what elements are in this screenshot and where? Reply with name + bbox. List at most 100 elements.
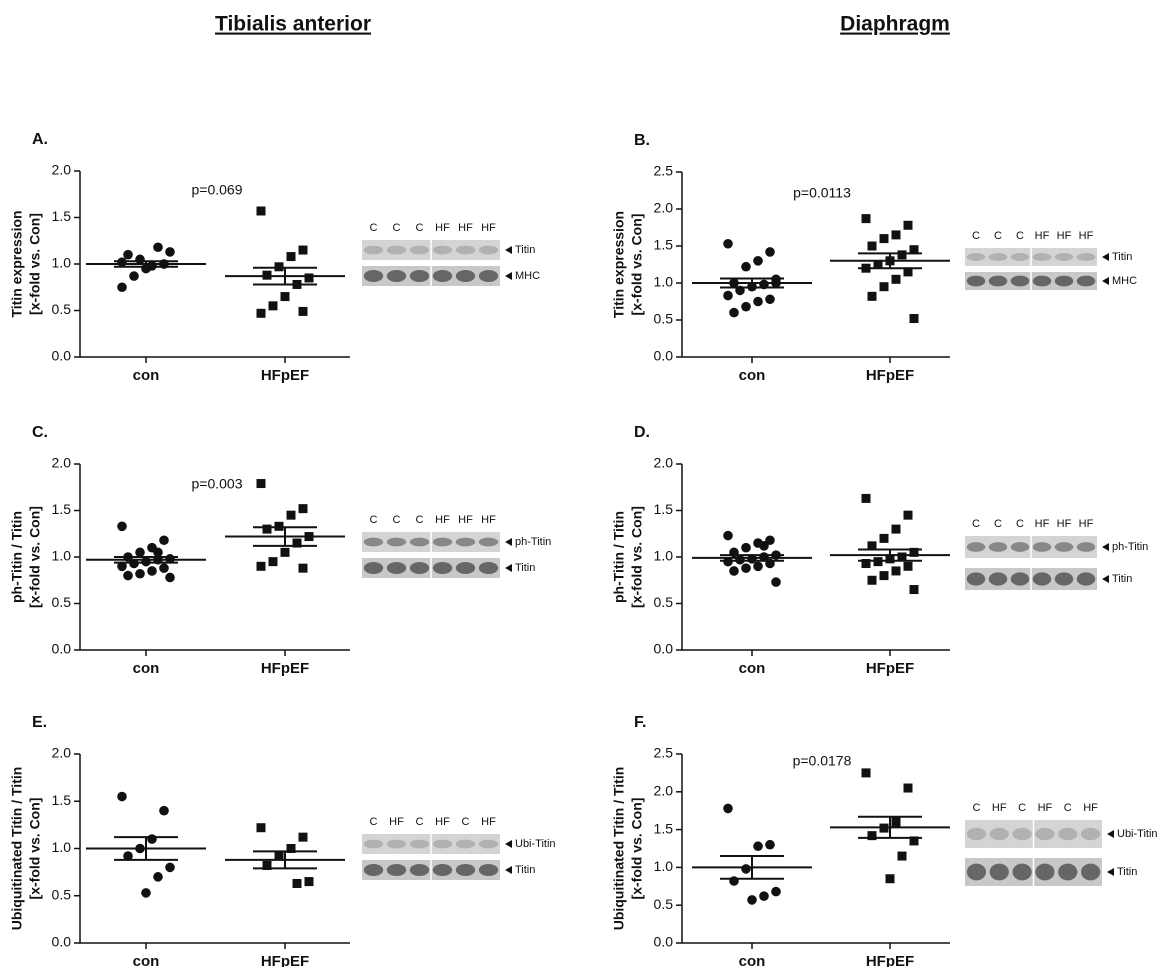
y-tick-label: 0.0: [52, 348, 72, 364]
data-point: [880, 571, 889, 580]
blot-band: [1081, 864, 1100, 881]
lane-label: C: [393, 222, 401, 234]
y-tick-label: 1.0: [52, 255, 72, 271]
data-point: [153, 548, 163, 558]
band-arrow: [1107, 830, 1114, 838]
blot-band: [410, 864, 429, 876]
blot-band: [1012, 828, 1031, 840]
lane-label: HF: [1079, 230, 1094, 242]
blot-band: [990, 864, 1009, 881]
band-arrow: [505, 272, 512, 280]
data-point: [299, 504, 308, 513]
y-tick-label: 1.5: [52, 208, 72, 224]
data-point: [257, 479, 266, 488]
blot-band: [1055, 572, 1073, 585]
lane-label: HF: [1079, 518, 1094, 530]
lane-label: HF: [435, 222, 450, 234]
data-point: [281, 292, 290, 301]
blot-band: [433, 538, 452, 547]
blot-band: [433, 562, 452, 574]
data-point: [753, 256, 763, 266]
data-point: [747, 895, 757, 905]
data-point: [153, 872, 163, 882]
lane-label: C: [972, 802, 980, 814]
blot-band: [387, 864, 406, 876]
band-arrow: [1107, 868, 1114, 876]
data-point: [868, 576, 877, 585]
blot-band: [433, 840, 452, 849]
band-arrow: [505, 538, 512, 546]
blot-band: [479, 538, 498, 547]
lane-label: C: [370, 816, 378, 828]
blot-band: [1077, 253, 1095, 261]
blot-band: [433, 270, 452, 282]
y-tick-label: 0.5: [52, 301, 72, 317]
lane-label: HF: [992, 802, 1007, 814]
lane-label: HF: [435, 514, 450, 526]
band-label: Titin: [1112, 251, 1132, 263]
x-tick-label: HFpEF: [261, 367, 309, 384]
y-axis-label: Titin expression: [611, 211, 627, 318]
blot-band: [456, 246, 475, 255]
blot-band: [1033, 572, 1051, 585]
blot-band: [1055, 276, 1073, 287]
x-tick-label: HFpEF: [261, 660, 309, 677]
data-point: [898, 852, 907, 861]
y-tick-label: 1.5: [654, 501, 674, 517]
y-tick-label: 1.0: [654, 858, 674, 874]
y-axis-label: Titin expression: [9, 210, 25, 317]
data-point: [862, 768, 871, 777]
data-point: [257, 823, 266, 832]
panel-letter: B.: [634, 132, 650, 149]
blot-band: [410, 562, 429, 574]
data-point: [910, 314, 919, 323]
data-point: [135, 548, 145, 558]
data-point: [305, 877, 314, 886]
x-tick-label: HFpEF: [866, 367, 914, 384]
blot-band: [456, 538, 475, 547]
blot-band: [1011, 276, 1029, 287]
data-point: [153, 242, 163, 252]
blot-band: [989, 253, 1007, 261]
data-point: [269, 557, 278, 566]
blot-band: [387, 246, 406, 255]
data-point: [269, 301, 278, 310]
p-value: p=0.003: [192, 476, 243, 492]
band-arrow: [505, 866, 512, 874]
band-arrow: [1102, 253, 1109, 261]
data-point: [723, 531, 733, 541]
blot-band: [479, 246, 498, 255]
blot-band: [387, 840, 406, 849]
lane-label: C: [1018, 802, 1026, 814]
y-tick-label: 2.0: [654, 783, 674, 799]
blot-band: [1033, 542, 1051, 552]
lane-label: C: [1016, 230, 1024, 242]
column-heading: Tibialis anterior: [215, 13, 371, 36]
blot-band: [456, 270, 475, 282]
band-arrow: [1102, 277, 1109, 285]
data-point: [892, 818, 901, 827]
data-point: [765, 247, 775, 257]
data-point: [147, 566, 157, 576]
y-tick-label: 2.5: [654, 163, 674, 179]
data-point: [886, 874, 895, 883]
blot-band: [1011, 542, 1029, 552]
data-point: [741, 563, 751, 573]
data-point: [723, 804, 733, 814]
lane-label: C: [370, 514, 378, 526]
blot-band: [410, 270, 429, 282]
y-axis-label: [x-fold vs. Con]: [27, 213, 43, 315]
y-tick-label: 0.0: [654, 348, 674, 364]
blot-band: [479, 864, 498, 876]
blot-band: [967, 828, 986, 840]
blot-band: [1012, 864, 1031, 881]
blot-band: [364, 538, 383, 547]
data-point: [141, 888, 151, 898]
blot-band: [967, 253, 985, 261]
x-tick-label: con: [739, 953, 766, 967]
band-label: MHC: [515, 270, 540, 282]
blot-band: [364, 270, 383, 282]
lane-label: HF: [1083, 802, 1098, 814]
lane-label: C: [1016, 518, 1024, 530]
y-tick-label: 1.5: [52, 792, 72, 808]
